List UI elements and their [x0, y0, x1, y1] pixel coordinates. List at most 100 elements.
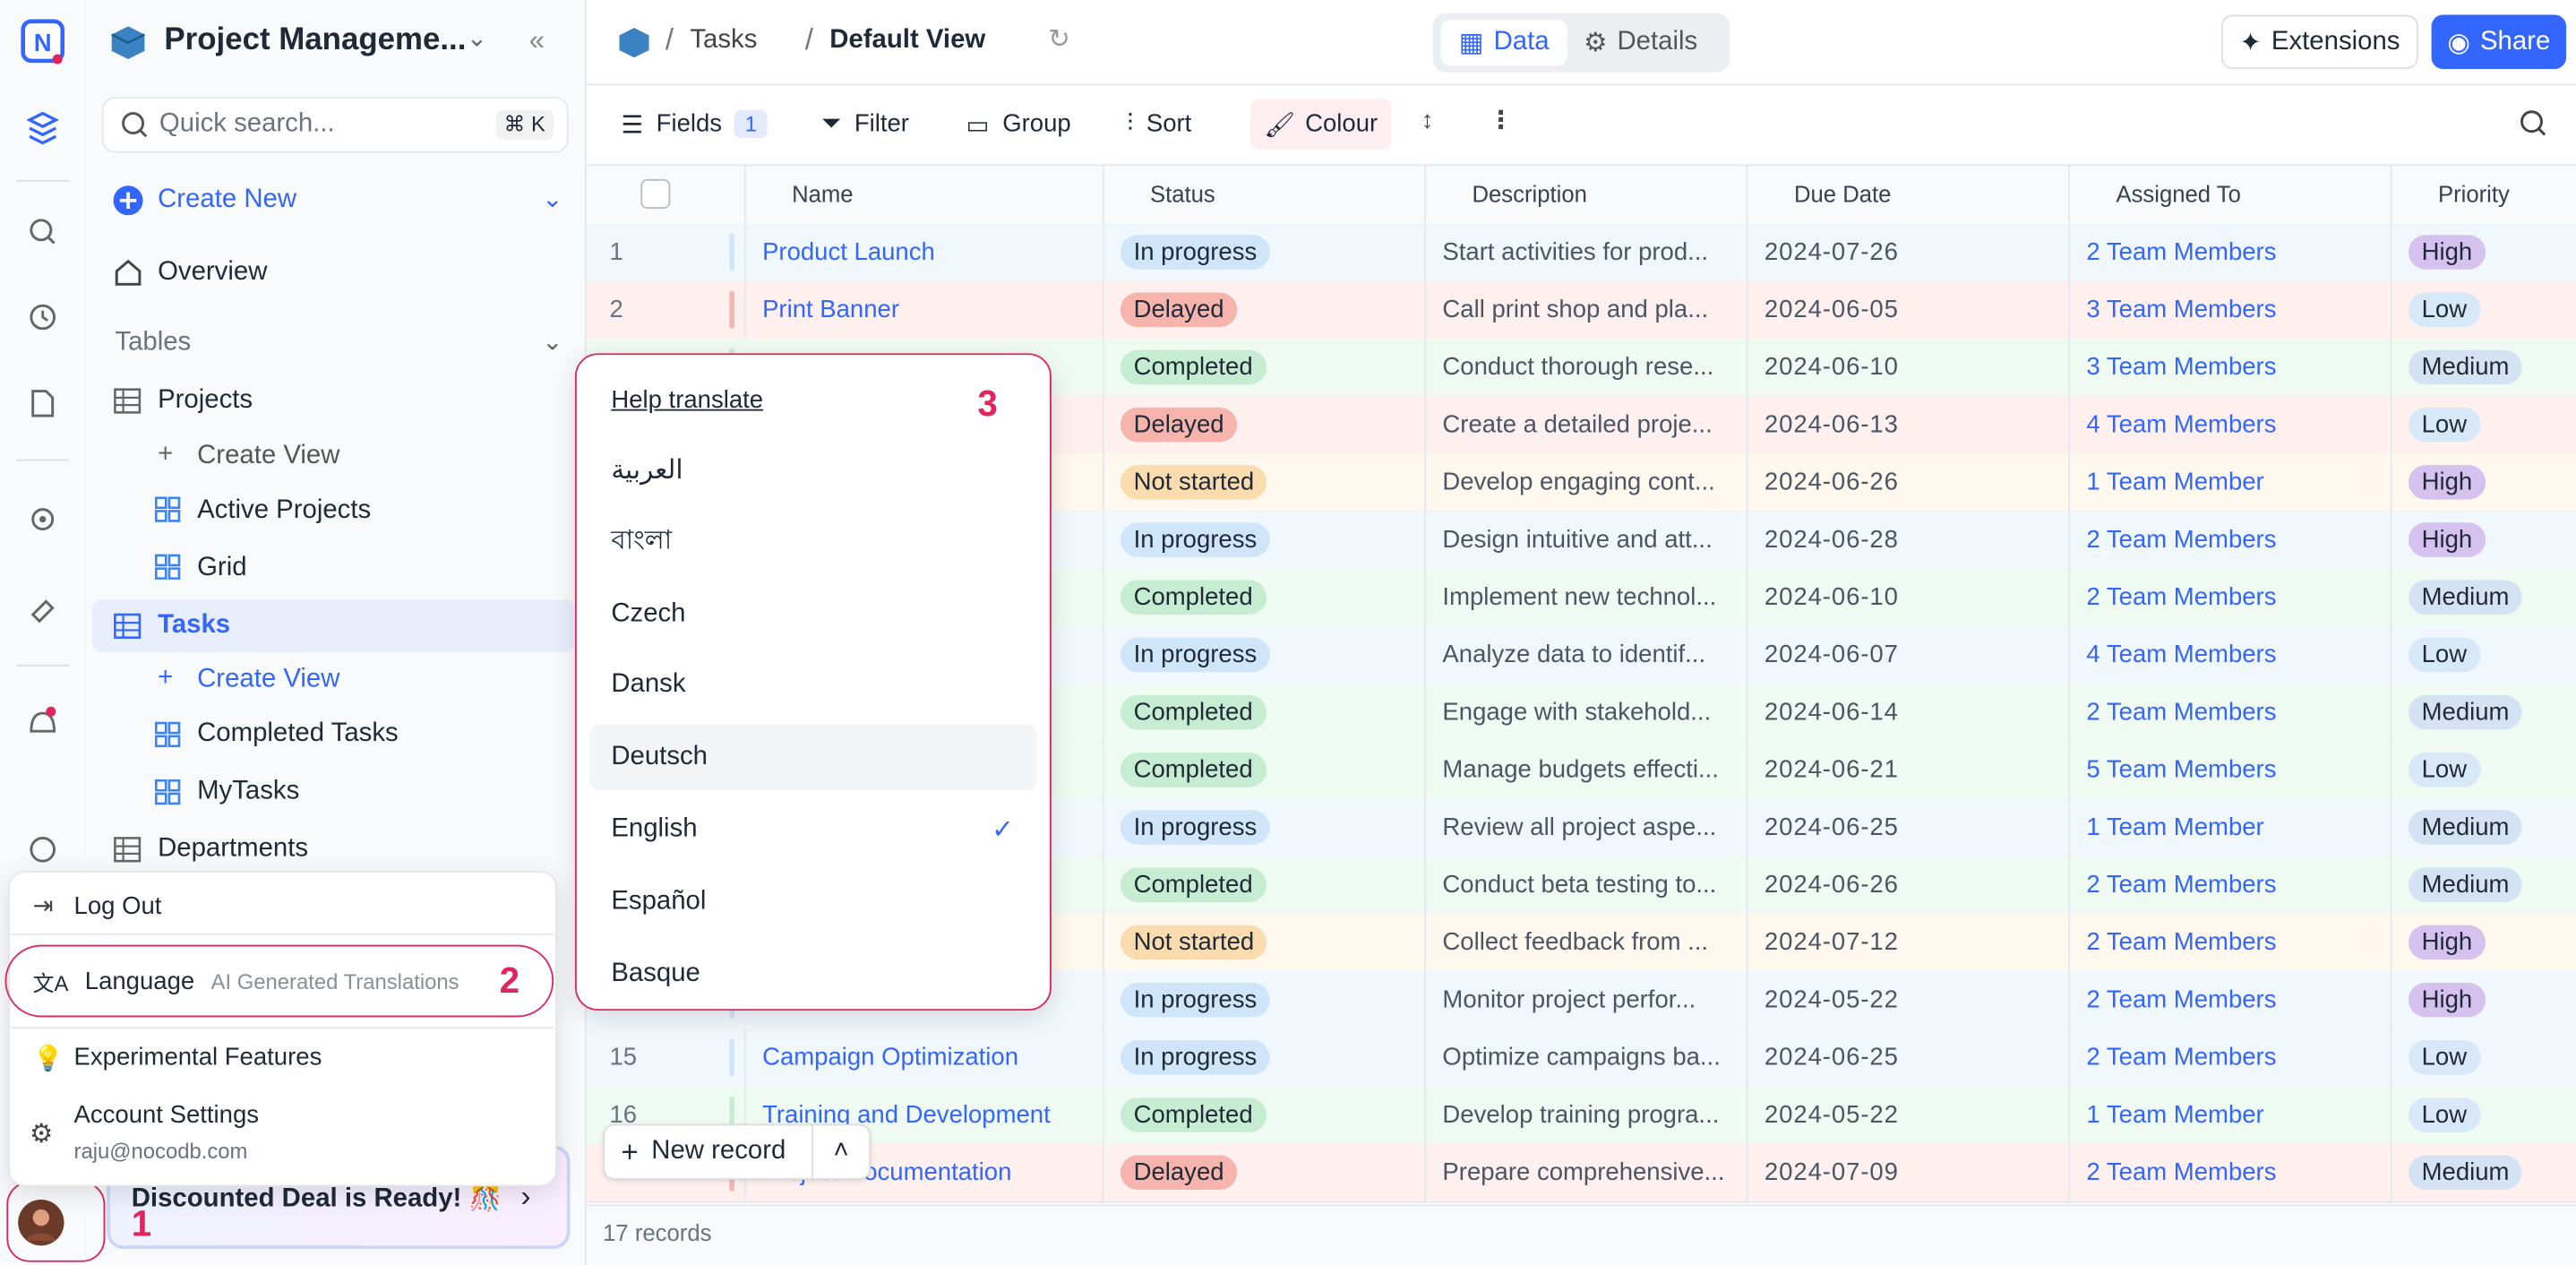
colour-button[interactable]: 🖌 Colour: [1249, 99, 1392, 150]
breadcrumb[interactable]: Default View: [829, 26, 986, 55]
column-header[interactable]: Status: [1102, 164, 1425, 222]
pill: Medium: [2408, 580, 2523, 615]
pill: In progress: [1120, 810, 1270, 845]
option-label: العربية: [611, 456, 683, 486]
cell: High: [2390, 223, 2576, 281]
view-item[interactable]: Completed Tasks: [197, 719, 399, 748]
row-number: 1: [609, 237, 623, 267]
tab[interactable]: ⚙ Details: [1584, 28, 1698, 58]
new-record-button[interactable]: + New record ˄: [603, 1123, 872, 1180]
create-view[interactable]: Create View: [197, 665, 340, 694]
cell: In progress: [1102, 971, 1425, 1029]
column-label: Name: [792, 179, 854, 207]
pill: In progress: [1120, 637, 1270, 673]
pill: Medium: [2408, 1155, 2523, 1190]
overview[interactable]: Overview: [158, 257, 268, 287]
cell: 2024-06-13: [1746, 396, 2069, 454]
language-option[interactable]: Español: [589, 869, 1036, 934]
chevron[interactable]: ⌄: [542, 185, 563, 214]
cell: Prepare comprehensive...: [1424, 1143, 1747, 1201]
button-label: Share: [2479, 27, 2551, 56]
column-header[interactable]: Assigned To: [2068, 164, 2391, 222]
view-item[interactable]: Grid: [197, 554, 247, 582]
plus: +: [158, 664, 174, 693]
language-option[interactable]: English ✓: [589, 797, 1036, 863]
column-label: Due Date: [1793, 179, 1892, 207]
cell: Medium: [2390, 338, 2576, 397]
chevron[interactable]: ⌄: [542, 328, 563, 357]
option-label: English: [611, 814, 698, 843]
chevron[interactable]: ⌄: [466, 24, 487, 53]
language-option[interactable]: Czech: [589, 581, 1036, 647]
language-option[interactable]: Deutsch: [589, 725, 1037, 791]
view-item[interactable]: MyTasks: [197, 777, 300, 805]
share-button[interactable]: ◉ Share: [2431, 14, 2567, 70]
cell: Completed: [1102, 338, 1425, 397]
search-icon[interactable]: [2519, 108, 2552, 142]
sort-button[interactable]: ⫶ Sort: [1127, 109, 1192, 139]
cell: 4 Team Members: [2068, 625, 2391, 684]
help-translate[interactable]: Help translate: [611, 386, 764, 415]
tab-label: Data: [1493, 28, 1550, 56]
table-row[interactable]: 2 Print Banner Delayed Call print shop and …: [586, 280, 2576, 340]
table-row[interactable]: Project Documentation Delayed Prepare comp…: [586, 1143, 2576, 1203]
group-button[interactable]: ▭ Group: [966, 109, 1071, 139]
view-item[interactable]: Active Projects: [197, 495, 372, 525]
cell: Engage with stakehold...: [1424, 684, 1747, 742]
menu-item[interactable]: Log Out: [73, 891, 162, 921]
column-header[interactable]: Due Date: [1746, 164, 2069, 222]
cell: 2 Team Members: [2068, 971, 2391, 1029]
cell: 2024-06-05: [1746, 280, 2069, 339]
language-option[interactable]: العربية: [589, 437, 1036, 503]
column-header[interactable]: Name: [743, 164, 1103, 222]
pill: Low: [2408, 637, 2480, 673]
table-item[interactable]: Departments: [158, 834, 309, 863]
collapse[interactable]: «: [528, 24, 545, 56]
row-height[interactable]: ↕: [1421, 107, 1434, 135]
language-item[interactable]: 文A Language AI Generated Translations: [4, 944, 554, 1018]
fields-button[interactable]: ☰ Fields 1: [621, 99, 768, 150]
tab[interactable]: ▦ Data: [1440, 20, 1567, 66]
check: ✓: [992, 816, 1014, 845]
menu-item[interactable]: Account Settings: [73, 1100, 260, 1130]
create-new[interactable]: Create New: [158, 185, 297, 214]
pill: Delayed: [1120, 292, 1238, 328]
breadcrumb[interactable]: Tasks: [690, 26, 758, 55]
extensions-button[interactable]: ✦ Extensions: [2220, 14, 2418, 70]
filter-button[interactable]: ⏷ Filter: [821, 109, 909, 139]
search-box[interactable]: Quick search... ⌘ K: [101, 97, 569, 153]
language-option[interactable]: Basque: [589, 941, 1036, 1006]
toolbar-label: Sort: [1146, 109, 1192, 139]
row-color-bar: [729, 290, 734, 329]
pill: Completed: [1120, 1097, 1267, 1132]
select-all[interactable]: [640, 178, 671, 209]
cell: Low: [2390, 1028, 2576, 1087]
column-header[interactable]: Priority: [2390, 164, 2576, 222]
option-label: Dansk: [611, 671, 686, 700]
column-label: Status: [1149, 179, 1215, 207]
row-color-bar: [729, 1038, 734, 1077]
pill: Low: [2408, 292, 2480, 328]
button-label: New record: [651, 1137, 786, 1166]
cell: 1 Team Member: [2068, 1086, 2391, 1144]
language-option[interactable]: বাংলা: [589, 509, 1036, 574]
cell: Conduct thorough rese...: [1424, 338, 1747, 397]
base-title[interactable]: Project Manageme...: [164, 22, 467, 58]
table-row[interactable]: 1 Product Launch In progress Start activiti…: [586, 223, 2576, 283]
table-row[interactable]: 16 Training and Development Completed Devel…: [586, 1086, 2576, 1146]
table-row[interactable]: 15 Campaign Optimization In progress Optimi…: [586, 1028, 2576, 1089]
avatar[interactable]: [16, 1198, 65, 1247]
pill: Not started: [1120, 465, 1267, 500]
column-header[interactable]: Description: [1424, 164, 1747, 222]
table-item[interactable]: Tasks: [158, 611, 231, 640]
pill: Delayed: [1120, 1155, 1238, 1190]
table-item[interactable]: Projects: [158, 386, 253, 415]
menu-item[interactable]: Experimental Features: [73, 1043, 322, 1071]
create-view[interactable]: Create View: [197, 442, 340, 470]
cell: Delayed: [1102, 1143, 1425, 1201]
language-option[interactable]: Dansk: [589, 653, 1036, 719]
more[interactable]: ⋮: [1488, 107, 1514, 135]
toolbar-label: Fields: [656, 109, 723, 139]
row-color-bar: [729, 1096, 734, 1134]
reload[interactable]: ↻: [1048, 26, 1070, 55]
